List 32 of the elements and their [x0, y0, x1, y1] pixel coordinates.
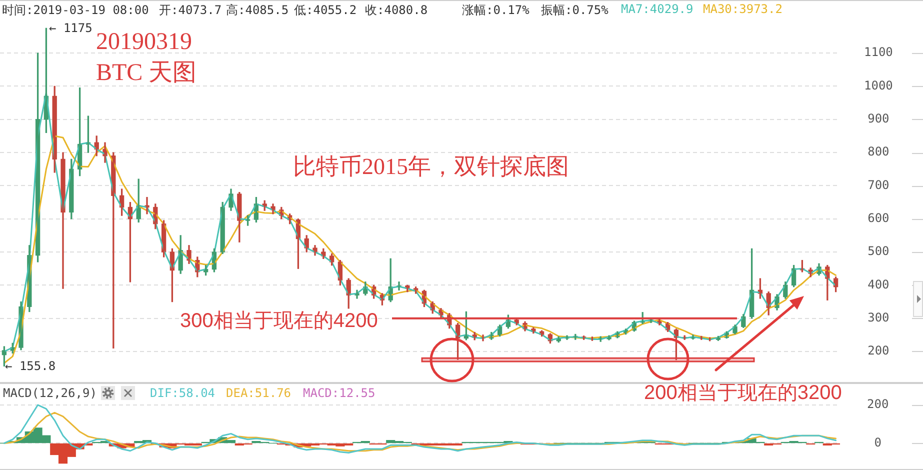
- annotation: 振幅:0.75%: [541, 2, 608, 19]
- y-tick-label: 200: [868, 344, 890, 358]
- annotation: BTC 天图: [96, 59, 197, 88]
- text: MA7:4029.9: [621, 2, 694, 16]
- annotation: 20190319: [96, 29, 192, 56]
- chart-title: MACD(12,26,9): [3, 386, 97, 400]
- text: MA30:3973.2: [703, 2, 782, 16]
- annotation: 涨幅:0.17%: [462, 2, 530, 19]
- annotation: MACD:12.55: [303, 386, 376, 400]
- y-tick-label: 1100: [864, 45, 893, 60]
- ref-line-label: 300相当于现在的4200: [180, 308, 378, 334]
- y-tick-label: 400: [868, 277, 890, 292]
- text: 比特币2015年，双针探底图: [293, 153, 569, 181]
- y-tick-label: 800: [868, 144, 890, 159]
- y-tick-label: 200: [866, 397, 889, 412]
- y-tick-label: 0: [874, 435, 882, 450]
- annotation: ← 1175: [49, 21, 92, 35]
- annotation: 收:4080.8: [365, 2, 428, 19]
- annotation: 低:4055.2: [294, 2, 357, 19]
- y-tick-label: 1000: [864, 78, 893, 92]
- annotation: 200相当于现在的3200: [644, 381, 842, 406]
- annotation: 时间:2019-03-19 08:00: [2, 2, 149, 19]
- y-tick-label: 500: [868, 244, 890, 258]
- annotation: 高:4085.5: [226, 2, 289, 19]
- annotation: 开:4073.7: [159, 2, 222, 19]
- y-tick-label: 600: [868, 210, 890, 225]
- text: DEA:51.76: [226, 386, 292, 400]
- annotation: ← 155.8: [5, 359, 56, 373]
- y-tick-label: 900: [868, 112, 890, 126]
- text: DIF:58.04: [150, 386, 216, 400]
- y-tick-label: 700: [868, 178, 890, 192]
- y-tick-label: 300: [868, 310, 890, 324]
